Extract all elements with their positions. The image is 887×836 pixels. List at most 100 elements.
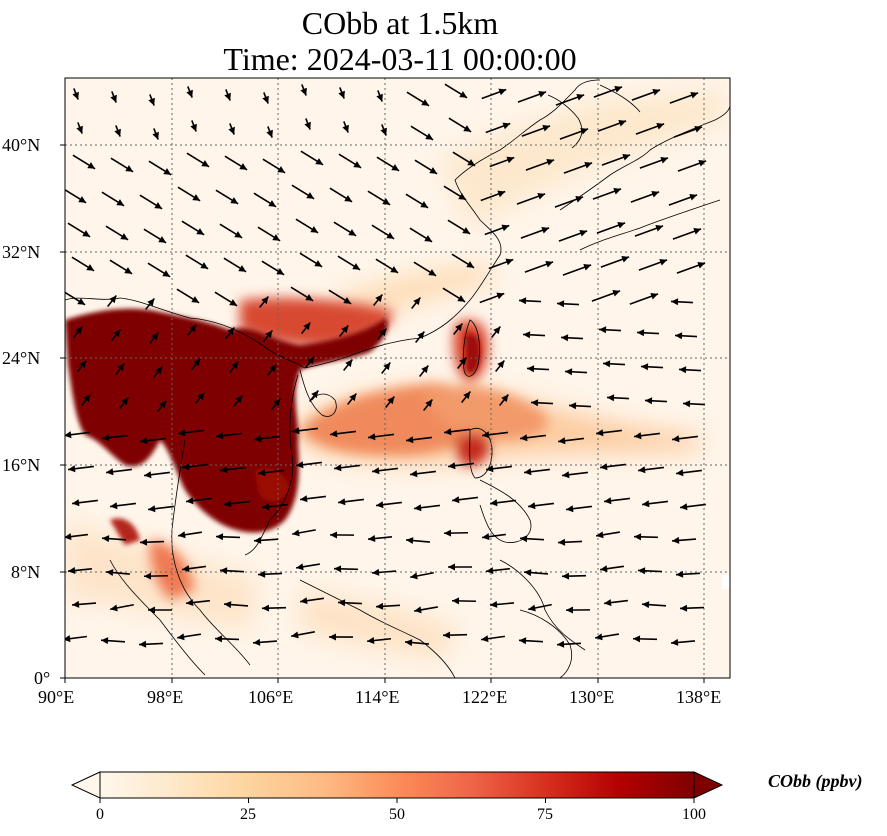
- wind-arrow-head: [269, 364, 277, 373]
- wind-arrow-head: [186, 89, 193, 98]
- wind-arrow-head: [645, 397, 653, 405]
- wind-arrow-head: [300, 495, 308, 503]
- wind-arrow-head: [621, 255, 630, 263]
- wind-arrow-head: [538, 90, 547, 98]
- wind-arrow-head: [113, 329, 121, 338]
- wind-arrow-head: [672, 536, 680, 544]
- wind-arrow-head: [68, 567, 76, 574]
- wind-arrow-head: [659, 258, 668, 266]
- wind-arrow-head: [694, 125, 703, 133]
- wind-arrow-head: [189, 324, 197, 333]
- wind-arrow-head: [457, 295, 466, 302]
- wind-arrow-head: [343, 297, 352, 304]
- wind-arrow-head: [220, 466, 228, 474]
- wind-arrow-head: [584, 161, 593, 169]
- wind-arrow-head: [579, 229, 588, 237]
- wind-arrow-head: [482, 431, 490, 439]
- wind-arrow-head: [229, 299, 238, 306]
- wind-arrow-head: [679, 366, 687, 374]
- colorbar-label: CObb (ppbv): [768, 771, 863, 791]
- wind-arrow-head: [541, 226, 550, 234]
- wind-arrow-head: [235, 395, 243, 404]
- wind-arrow-head: [261, 296, 269, 305]
- y-tick-label: 8°N: [11, 562, 41, 582]
- wind-arrow-head: [182, 463, 190, 471]
- wind-arrow-head: [266, 129, 273, 138]
- wind-arrow-head: [238, 265, 247, 272]
- wind-arrow-head: [428, 269, 437, 276]
- wind-arrow-head: [303, 322, 311, 331]
- wind-arrow-head: [342, 124, 349, 133]
- wind-arrow-head: [603, 360, 611, 368]
- wind-arrow-head: [106, 569, 114, 577]
- wind-arrow-head: [314, 260, 323, 267]
- wind-arrow-head: [448, 563, 455, 571]
- wind-vectors: [65, 83, 707, 648]
- wind-arrow-head: [660, 156, 669, 164]
- wind-arrow-head: [159, 400, 167, 409]
- wind-arrow-head: [86, 264, 95, 271]
- wind-arrow-head: [220, 567, 228, 575]
- x-tick-label: 106°E: [248, 687, 294, 707]
- wind-arrow-head: [330, 531, 338, 539]
- wind-arrow-head: [596, 429, 604, 437]
- wind-arrow-head: [490, 499, 498, 507]
- wind-arrow-head: [637, 329, 645, 337]
- wind-arrow-head: [110, 502, 118, 510]
- map-title: CObb at 1.5km: [301, 5, 499, 41]
- wind-arrow-head: [106, 468, 114, 476]
- wind-arrow-head: [482, 533, 490, 541]
- wind-arrow-head: [338, 90, 345, 99]
- wind-arrow-head: [372, 467, 380, 475]
- wind-arrow-head: [224, 601, 232, 609]
- wind-arrow-head: [124, 267, 133, 274]
- wind-arrow-head: [125, 165, 134, 172]
- wind-arrow-head: [520, 535, 528, 543]
- wind-arrow-head: [253, 638, 261, 646]
- wind-arrow-head: [459, 91, 468, 98]
- wind-arrow-head: [338, 498, 346, 506]
- wind-arrow-head: [501, 394, 509, 403]
- wind-arrow-head: [265, 330, 273, 339]
- wind-arrow-head: [348, 229, 357, 236]
- wind-arrow-head: [656, 122, 665, 130]
- wind-arrow-head: [306, 192, 315, 199]
- wind-arrow-head: [330, 430, 338, 438]
- wind-arrow-head: [151, 332, 159, 341]
- wind-arrow-head: [410, 470, 418, 478]
- x-tick-label: 114°E: [355, 687, 400, 707]
- wind-arrow-head: [391, 164, 400, 171]
- wind-arrow-head: [387, 396, 395, 405]
- wind-arrow-head: [634, 432, 642, 440]
- wind-arrow-head: [196, 228, 205, 235]
- wind-arrow-head: [230, 197, 239, 204]
- wind-arrow-head: [376, 602, 384, 610]
- wind-arrow-head: [562, 572, 570, 580]
- wind-arrow-head: [462, 227, 471, 234]
- wind-arrow-head: [680, 503, 688, 511]
- wind-arrow-head: [315, 158, 324, 165]
- colorbar-tick-label: 25: [240, 806, 256, 823]
- wind-arrow-head: [459, 357, 467, 366]
- wind-arrow-head: [496, 292, 505, 300]
- wind-arrow-head: [120, 233, 129, 240]
- wind-arrow-head: [304, 121, 311, 130]
- x-tick-label: 138°E: [676, 687, 722, 707]
- wind-arrow-head: [493, 326, 501, 335]
- wind-arrow-head: [178, 429, 186, 437]
- wind-arrow-head: [140, 437, 148, 445]
- wind-arrow-head: [292, 427, 300, 435]
- wind-arrow-head: [262, 604, 270, 612]
- wind-arrow-head: [650, 292, 659, 300]
- wind-arrow-head: [528, 604, 536, 612]
- wind-arrow-head: [386, 232, 395, 239]
- wind-arrow-head: [276, 268, 285, 275]
- wind-arrow-head: [329, 633, 337, 641]
- wind-arrow-head: [583, 263, 592, 271]
- wind-arrow-head: [689, 193, 698, 201]
- wind-arrow-head: [565, 368, 573, 376]
- colorbar: [70, 771, 724, 803]
- wind-arrow-head: [519, 637, 527, 645]
- wind-arrow-head: [429, 167, 438, 174]
- wind-arrow-head: [191, 296, 200, 303]
